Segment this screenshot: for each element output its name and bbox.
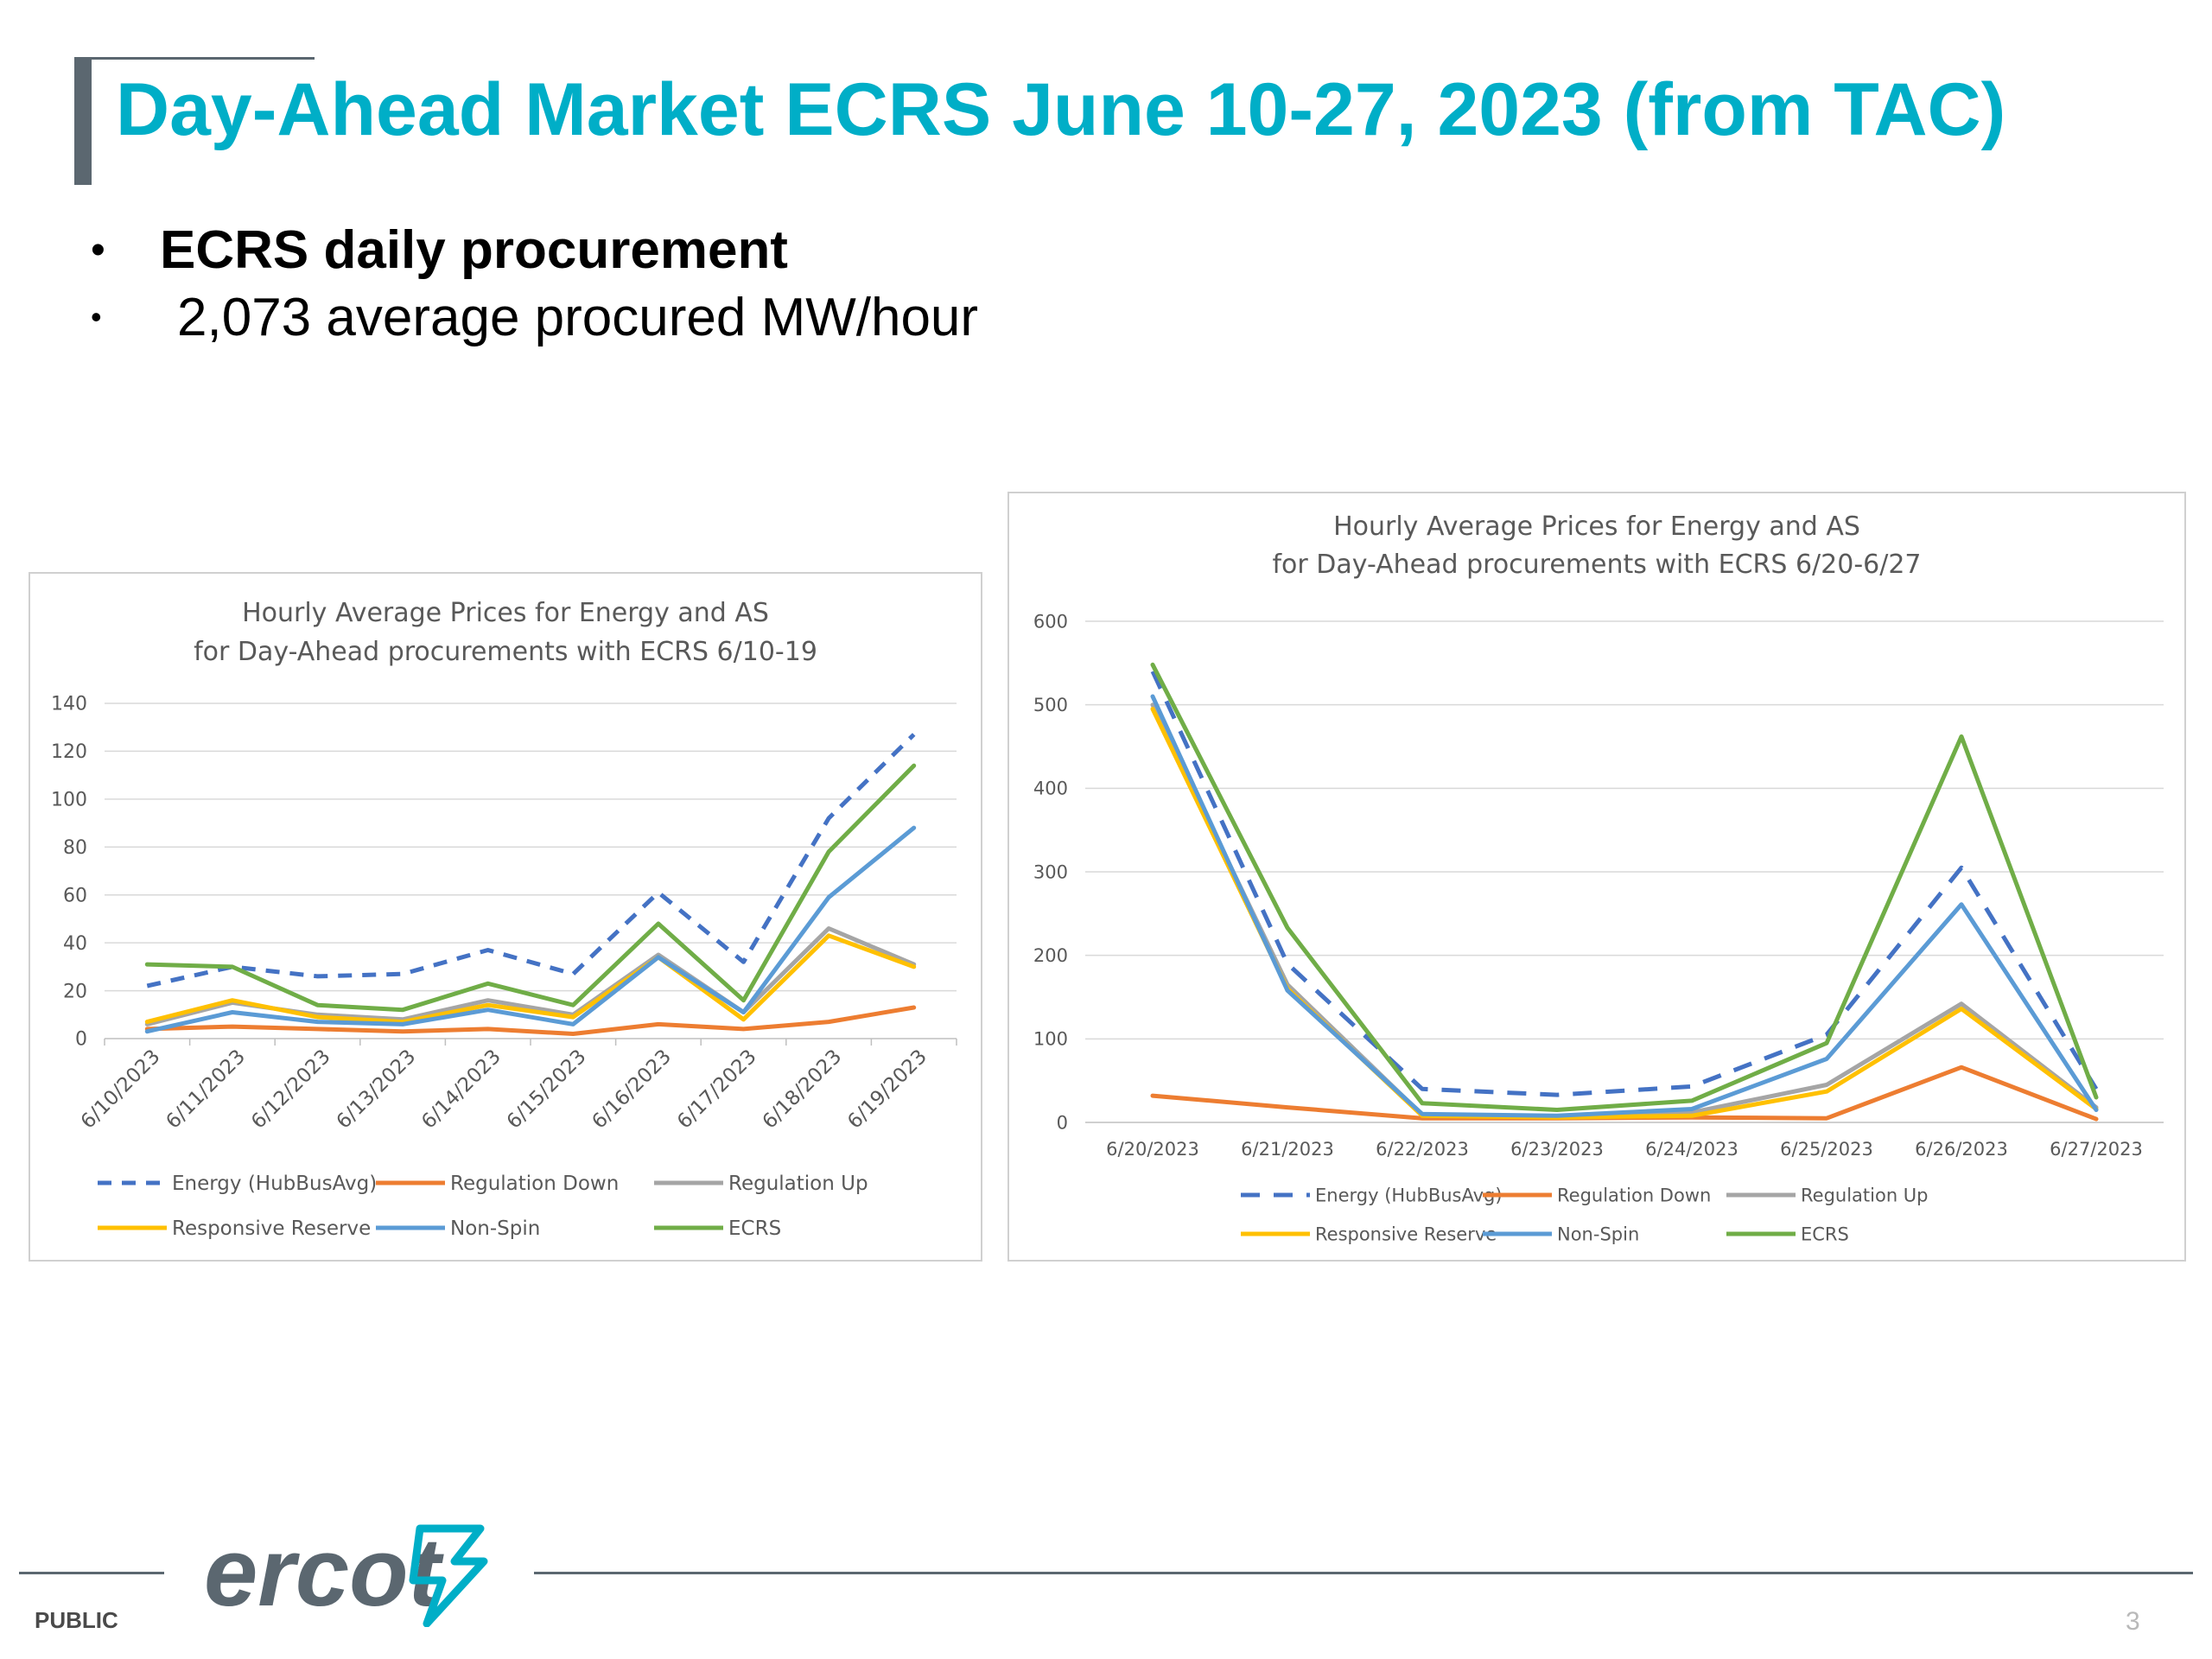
bullet-marker: • [91,299,102,334]
series-line-regulation-down [144,1005,917,1036]
legend-label: Regulation Up [728,1173,868,1195]
slide-title: Day-Ahead Market ECRS June 10-27, 2023 (… [116,68,2006,151]
y-tick-label: 300 [1033,861,1068,882]
legend-label: Regulation Up [1801,1185,1929,1205]
legend-label: ECRS [1801,1224,1849,1244]
page-number: 3 [2126,1607,2140,1636]
legend-label: Responsive Reserve [172,1217,371,1240]
x-tick-label: 6/18/2023 [759,1046,847,1134]
y-tick-label: 200 [1033,945,1068,966]
bullet-text: ECRS daily procurement [160,219,788,280]
legend-label: Energy (HubBusAvg) [172,1173,377,1195]
y-tick-label: 60 [63,885,87,906]
y-tick-label: 40 [63,933,87,955]
legend-label: Energy (HubBusAvg) [1315,1185,1503,1205]
x-tick-label: 6/23/2023 [1510,1139,1604,1160]
legend-label: ECRS [728,1217,781,1240]
chart-svg: Hourly Average Prices for Energy and AS f… [1033,512,2164,1244]
legend-label: Non-Spin [450,1217,540,1240]
x-tick-label: 6/10/2023 [77,1046,165,1134]
series-line-energy-hubbusavg [146,733,916,988]
series-line-ecrs [1150,662,2099,1112]
y-tick-label: 20 [63,981,87,1002]
series-line-responsive-reserve [144,933,917,1025]
chart-prices-6-10-to-6-19: Hourly Average Prices for Energy and AS f… [29,572,982,1262]
x-tick-label: 6/20/2023 [1106,1139,1199,1160]
x-tick-label: 6/16/2023 [588,1046,676,1134]
bullet-list: • ECRS daily procurement • 2,073 average… [91,216,978,351]
chart-subtitle: for Day-Ahead procurements with ECRS 6/1… [194,637,817,667]
y-tick-label: 100 [1033,1029,1068,1050]
x-tick-label: 6/22/2023 [1376,1139,1469,1160]
x-tick-label: 6/24/2023 [1645,1139,1738,1160]
series-line-non-spin [144,825,917,1034]
bullet-item-1: • ECRS daily procurement [91,216,978,283]
x-tick-label: 6/26/2023 [1915,1139,2008,1160]
x-tick-label: 6/25/2023 [1780,1139,1873,1160]
x-tick-label: 6/13/2023 [333,1046,421,1134]
ercot-bolt-icon [409,1524,488,1627]
x-tick-label: 6/15/2023 [503,1046,591,1134]
y-tick-label: 500 [1033,695,1068,715]
legend-label: Regulation Down [1557,1185,1711,1205]
title-accent-bar-top [74,57,315,60]
chart-svg: Hourly Average Prices for Energy and AS f… [51,598,957,1240]
chart-subtitle: for Day-Ahead procurements with ECRS 6/2… [1272,550,1921,580]
bullet-marker: • [91,226,105,273]
x-tick-label: 6/11/2023 [162,1046,250,1134]
bullet-item-2: • 2,073 average procured MW/hour [91,283,978,351]
y-tick-label: 80 [63,837,87,859]
y-tick-label: 120 [51,741,87,763]
y-tick-label: 0 [75,1029,87,1051]
y-tick-label: 400 [1033,779,1068,799]
y-tick-label: 600 [1033,611,1068,632]
footer-classification: PUBLIC [35,1607,118,1633]
series-line-energy-hubbusavg [1150,670,2099,1097]
x-tick-label: 6/17/2023 [673,1046,761,1134]
x-tick-label: 6/19/2023 [843,1046,931,1134]
chart-title: Hourly Average Prices for Energy and AS [242,598,769,628]
x-tick-label: 6/14/2023 [417,1046,505,1134]
chart-prices-6-20-to-6-27: Hourly Average Prices for Energy and AS f… [1007,492,2186,1262]
chart-title: Hourly Average Prices for Energy and AS [1333,512,1860,542]
bullet-text: 2,073 average procured MW/hour [177,287,979,347]
legend-label: Responsive Reserve [1315,1224,1497,1244]
legend-label: Non-Spin [1557,1224,1639,1244]
y-tick-label: 100 [51,790,87,811]
x-tick-label: 6/12/2023 [247,1046,335,1134]
x-tick-label: 6/27/2023 [2050,1139,2143,1160]
footer-divider-left [19,1572,164,1574]
title-accent-bar-left [74,57,92,185]
y-tick-label: 0 [1057,1112,1068,1133]
legend-label: Regulation Down [450,1173,619,1195]
x-tick-label: 6/21/2023 [1241,1139,1334,1160]
series-line-non-spin [1150,694,2099,1118]
footer-divider-right [534,1572,2193,1574]
series-line-ecrs [144,763,917,1013]
ercot-logo: ercot [204,1516,488,1628]
logo-wordmark: ercot [204,1518,441,1626]
y-tick-label: 140 [51,694,87,715]
